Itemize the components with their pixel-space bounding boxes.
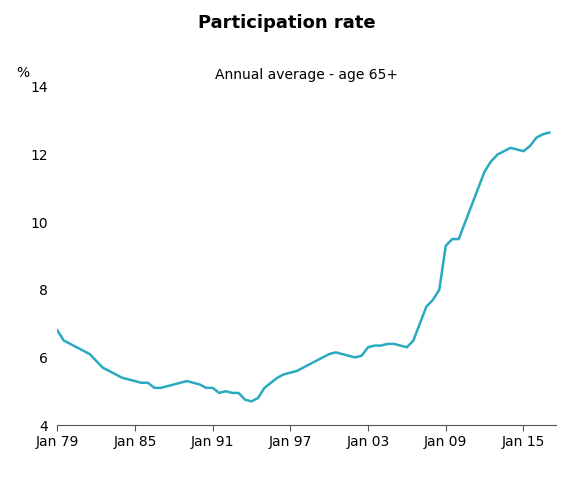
Title: Annual average - age 65+: Annual average - age 65+ bbox=[215, 68, 398, 82]
Text: Participation rate: Participation rate bbox=[198, 14, 375, 32]
Y-axis label: %: % bbox=[16, 66, 29, 80]
